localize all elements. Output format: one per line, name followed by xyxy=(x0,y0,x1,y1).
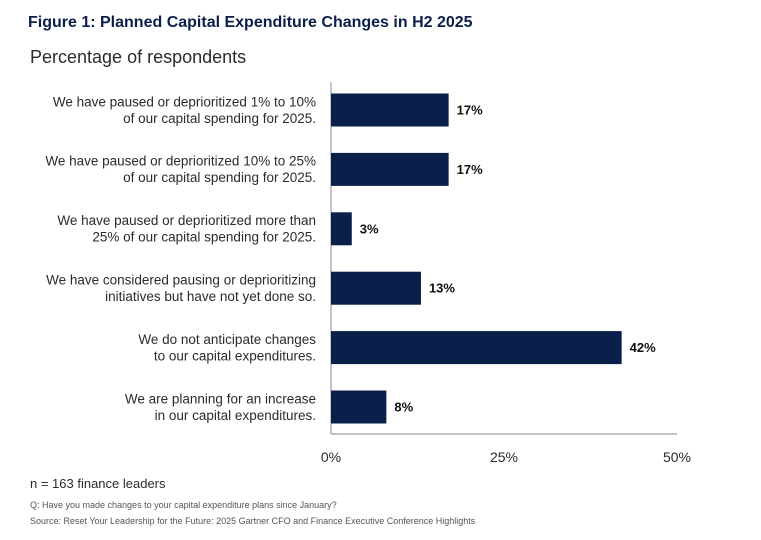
x-tick-label: 25% xyxy=(490,449,518,465)
category-label: We have paused or deprioritized 1% to 10… xyxy=(53,94,316,109)
category-label: We have considered pausing or deprioriti… xyxy=(46,272,316,287)
category-label: initiatives but have not yet done so. xyxy=(105,289,316,304)
bar-value-label: 42% xyxy=(630,340,656,355)
category-label: We have paused or deprioritized more tha… xyxy=(57,213,316,228)
bar-value-label: 3% xyxy=(360,221,379,236)
bar xyxy=(331,212,352,246)
bar-value-label: 17% xyxy=(457,162,483,177)
category-label: of our capital spending for 2025. xyxy=(123,170,316,185)
sample-size-note: n = 163 finance leaders xyxy=(30,476,166,491)
figure-title: Figure 1: Planned Capital Expenditure Ch… xyxy=(28,14,473,31)
bar xyxy=(331,271,421,305)
x-tick-label: 0% xyxy=(321,449,341,465)
bar-value-label: 8% xyxy=(394,400,413,415)
bar xyxy=(331,331,622,365)
category-label: We are planning for an increase xyxy=(125,391,316,406)
bar-value-label: 17% xyxy=(457,103,483,118)
category-label: in our capital expenditures. xyxy=(155,408,316,423)
bar xyxy=(331,93,449,127)
figure-subtitle: Percentage of respondents xyxy=(30,47,247,67)
bar xyxy=(331,390,387,424)
category-label: We do not anticipate changes xyxy=(138,332,316,347)
category-label: of our capital spending for 2025. xyxy=(123,111,316,126)
category-label: 25% of our capital spending for 2025. xyxy=(92,230,316,245)
category-label: to our capital expenditures. xyxy=(154,348,316,363)
question-note: Q: Have you made changes to your capital… xyxy=(30,500,337,510)
bar-value-label: 13% xyxy=(429,281,455,296)
bar xyxy=(331,152,449,186)
source-note: Source: Reset Your Leadership for the Fu… xyxy=(30,516,476,526)
x-tick-label: 50% xyxy=(663,449,691,465)
category-label: We have paused or deprioritized 10% to 2… xyxy=(45,154,316,169)
